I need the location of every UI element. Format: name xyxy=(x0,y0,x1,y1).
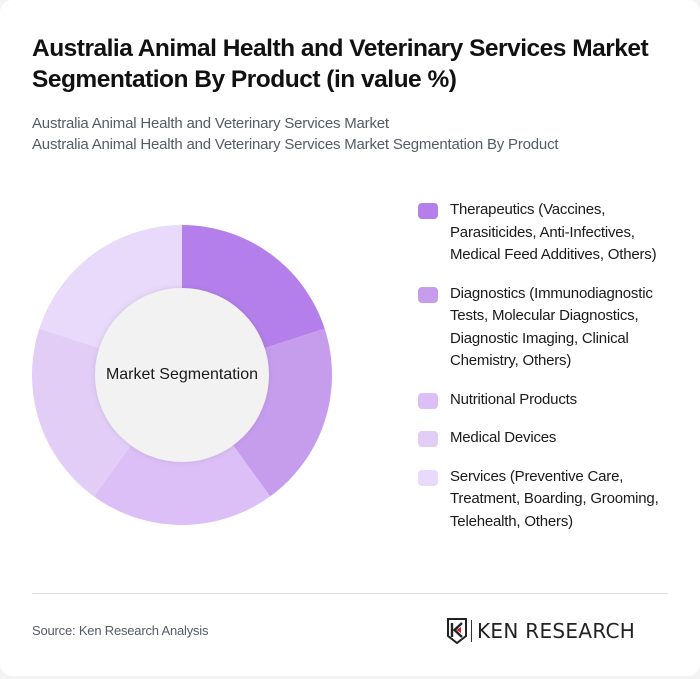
logo-separator xyxy=(471,620,472,642)
legend-swatch xyxy=(418,203,438,219)
legend-swatch xyxy=(418,431,438,447)
subtitle-line-1: Australia Animal Health and Veterinary S… xyxy=(32,115,389,132)
legend-item-nutritional-products[interactable]: Nutritional Products xyxy=(418,389,680,412)
legend-swatch xyxy=(418,392,438,409)
ken-research-shield-icon xyxy=(447,618,467,644)
footer-divider xyxy=(32,593,668,594)
legend-label: Medical Devices xyxy=(450,429,557,446)
source-note: Source: Ken Research Analysis xyxy=(32,623,209,638)
donut-chart: Market Segmentation xyxy=(32,225,332,525)
chart-legend: Therapeutics (Vaccines, Parasiticides, A… xyxy=(418,199,680,549)
legend-item-therapeutics[interactable]: Therapeutics (Vaccines, Parasiticides, A… xyxy=(418,199,680,267)
ken-research-logo: KEN RESEARCH xyxy=(447,617,635,645)
logo-text: KEN RESEARCH xyxy=(477,619,636,643)
legend-swatch xyxy=(418,469,438,486)
legend-item-services[interactable]: Services (Preventive Care, Treatment, Bo… xyxy=(418,466,680,534)
legend-label: Diagnostics (Immunodiagnostic Tests, Mol… xyxy=(450,284,653,370)
legend-item-medical-devices[interactable]: Medical Devices xyxy=(418,427,680,450)
legend-swatch xyxy=(418,286,438,303)
donut-hole xyxy=(95,288,269,462)
chart-subtitle: Australia Animal Health and Veterinary S… xyxy=(32,113,559,155)
legend-item-diagnostics[interactable]: Diagnostics (Immunodiagnostic Tests, Mol… xyxy=(418,283,680,373)
subtitle-line-2: Australia Animal Health and Veterinary S… xyxy=(32,136,559,153)
donut-svg xyxy=(32,225,332,525)
legend-label: Nutritional Products xyxy=(450,390,577,408)
legend-label: Therapeutics (Vaccines, Parasiticides, A… xyxy=(450,201,657,263)
chart-title: Australia Animal Health and Veterinary S… xyxy=(32,35,649,93)
legend-label: Services (Preventive Care, Treatment, Bo… xyxy=(450,467,659,530)
